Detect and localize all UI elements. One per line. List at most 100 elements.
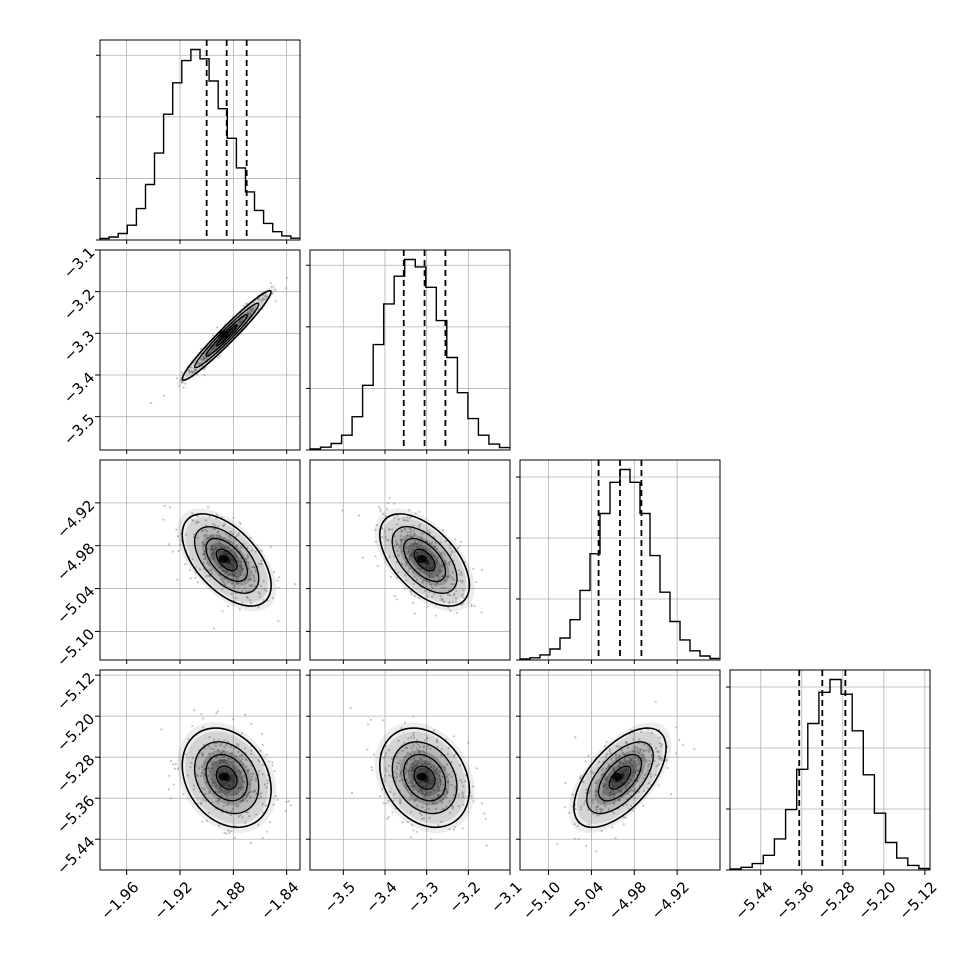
scatter-point (594, 781, 597, 785)
scatter-point (249, 536, 252, 539)
scatter-point (595, 808, 598, 812)
scatter-point (231, 582, 234, 586)
scatter-point (204, 357, 207, 360)
scatter-point (284, 287, 287, 290)
scatter-point (648, 759, 651, 763)
scatter-point (430, 583, 433, 586)
scatter-point (433, 789, 436, 792)
scatter-point (209, 558, 212, 561)
scatter-point (191, 725, 194, 728)
scatter-point (216, 748, 219, 751)
scatter-point (598, 807, 602, 810)
scatter-point (435, 772, 438, 775)
scatter-point (413, 539, 416, 542)
scatter-point (225, 744, 228, 747)
scatter-point (255, 777, 258, 780)
scatter-point (596, 814, 599, 817)
scatter-point (407, 769, 410, 772)
scatter-point (259, 749, 262, 752)
scatter-point (428, 580, 431, 583)
scatter-point (230, 810, 233, 813)
scatter-point (236, 575, 239, 578)
scatter-point (460, 781, 463, 784)
scatter-point (420, 788, 423, 791)
histogram-bar (309, 258, 510, 450)
scatter-point (396, 515, 399, 518)
scatter-point (396, 761, 399, 764)
scatter-point (611, 789, 615, 793)
scatter-point (253, 579, 256, 582)
scatter-point (248, 783, 251, 786)
scatter-point (184, 533, 187, 536)
scatter-point (174, 762, 177, 766)
scatter-point (608, 750, 611, 753)
scatter-point (203, 788, 206, 791)
scatter-point (261, 599, 264, 602)
y-tick-label: −5.28 (53, 751, 98, 796)
scatter-point (212, 348, 216, 351)
scatter-point (666, 766, 669, 770)
scatter-point (233, 560, 236, 563)
scatter-point (150, 402, 153, 405)
scatter-point (614, 756, 618, 759)
scatter-point (399, 770, 402, 774)
scatter-point (366, 723, 370, 726)
scatter-point (236, 568, 240, 571)
scatter-point (226, 791, 229, 795)
scatter-point (441, 801, 444, 804)
scatter-point (199, 774, 202, 778)
scatter-point (274, 794, 277, 798)
scatter-point (455, 589, 458, 592)
scatter-point (200, 771, 203, 775)
scatter-point (162, 394, 165, 397)
scatter-point (190, 761, 193, 765)
scatter-point (646, 745, 649, 748)
scatter-point (453, 754, 456, 757)
x-tick-label: −5.04 (562, 878, 607, 923)
scatter-panel-2-0 (99, 459, 301, 661)
scatter-point (228, 764, 231, 767)
scatter-point (162, 518, 165, 521)
scatter-point (393, 776, 396, 779)
scatter-point (192, 788, 196, 791)
scatter-point (592, 801, 595, 805)
scatter-point (450, 775, 453, 778)
panel-content (341, 497, 483, 617)
scatter-point (196, 802, 199, 805)
scatter-point (216, 765, 219, 768)
scatter-point (400, 727, 403, 730)
scatter-point (240, 590, 244, 593)
scatter-point (417, 749, 420, 752)
scatter-point (628, 781, 631, 785)
scatter-point (410, 766, 413, 770)
scatter-point (228, 556, 231, 559)
scatter-point (240, 776, 243, 779)
scatter-point (391, 528, 394, 531)
scatter-point (212, 558, 215, 561)
scatter-point (415, 739, 419, 742)
scatter-point (381, 719, 385, 722)
scatter-point (429, 747, 432, 751)
scatter-point (245, 312, 249, 315)
scatter-point (163, 504, 166, 507)
scatter-point (416, 761, 419, 764)
y-tick-label: −5.10 (53, 625, 98, 670)
contour-line (379, 727, 471, 829)
scatter-point (637, 791, 640, 794)
scatter-point (211, 334, 215, 337)
scatter-point (290, 804, 293, 807)
scatter-point (450, 761, 453, 764)
scatter-point (189, 577, 192, 580)
scatter-point (632, 789, 635, 792)
x-tick-label: −1.88 (204, 878, 249, 923)
scatter-point (436, 547, 439, 550)
scatter-point (214, 761, 218, 764)
scatter-point (425, 747, 428, 750)
scatter-point (420, 563, 424, 566)
scatter-point (644, 773, 647, 777)
scatter-point (440, 552, 443, 555)
scatter-point (220, 579, 223, 582)
scatter-point (657, 755, 661, 758)
scatter-point (198, 767, 201, 770)
scatter-point (454, 600, 458, 604)
